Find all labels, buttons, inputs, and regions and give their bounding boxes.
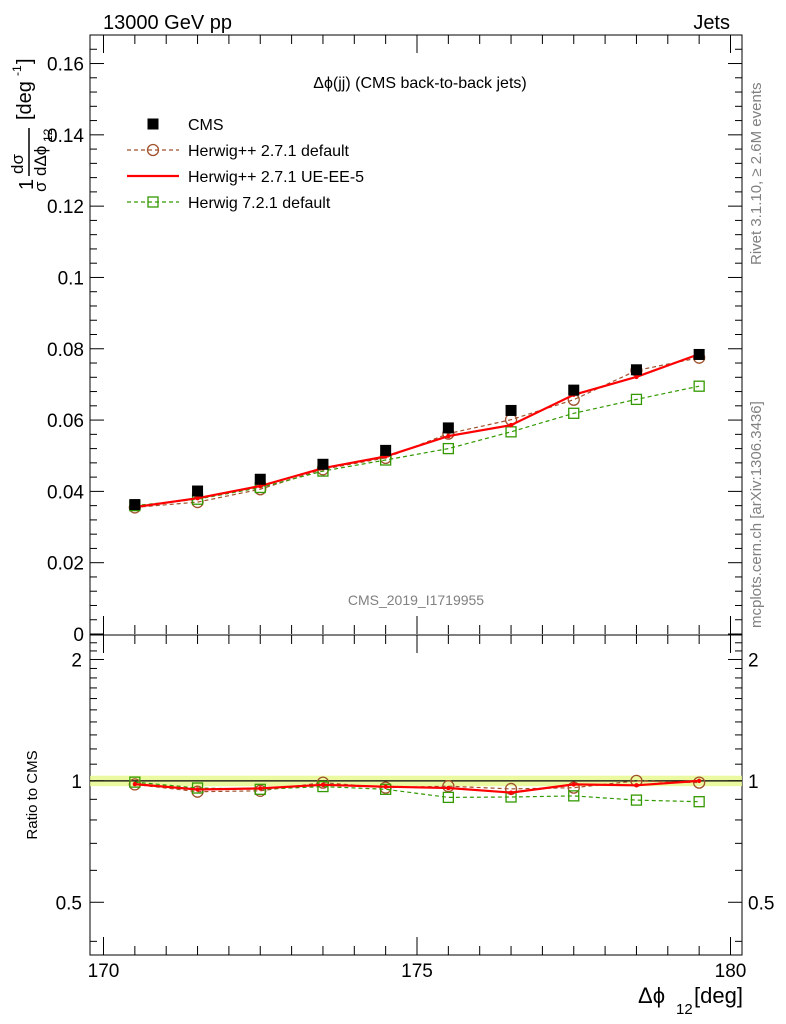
data-point — [693, 348, 705, 360]
data-point — [147, 118, 159, 130]
data-point — [132, 781, 138, 787]
data-point — [568, 384, 580, 396]
data-point — [383, 784, 388, 789]
data-point — [508, 422, 514, 428]
main-y-tick-label: 0.1 — [58, 268, 84, 289]
main-title: Δϕ(jj) (CMS back-to-back jets) — [313, 75, 526, 92]
data-point — [693, 380, 705, 392]
data-point — [693, 796, 705, 808]
ratio-y-tick-label: 1 — [71, 772, 82, 793]
ratio-y-tick-label-right: 1 — [748, 772, 759, 793]
data-point — [568, 790, 580, 802]
data-point — [379, 783, 392, 795]
data-point — [195, 787, 200, 792]
main-y-ticks: 0 0.02 0.04 0.06 0.08 0.1 0.12 0.14 0.16 — [47, 34, 742, 646]
ratio-axes: 0.5 0.5 1 1 2 2 170 175 180 — [56, 635, 774, 982]
data-point — [634, 783, 639, 788]
legend-label: Herwig++ 2.7.1 UE-EE-5 — [188, 169, 364, 186]
ratio-y-tick-label-right: 2 — [748, 650, 759, 671]
ratio-y-tick-label: 0.5 — [56, 893, 82, 914]
legend: CMS Herwig++ 2.7.1 default Herwig++ 2.7.1 … — [127, 117, 364, 212]
data-point — [630, 364, 642, 376]
header-right: Jets — [693, 12, 730, 34]
ratio-series-layer — [128, 774, 706, 808]
mcplots-label: mcplots.cern.ch [arXiv:1306.3436] — [748, 401, 765, 628]
data-point — [192, 485, 204, 497]
svg-text:[deg]: [deg] — [694, 983, 743, 1008]
legend-label: CMS — [188, 117, 224, 134]
data-point — [442, 442, 455, 455]
main-y-tick-label: 0.04 — [47, 482, 84, 503]
ratio-y-axis-label: Ratio to CMS — [24, 750, 41, 839]
data-point — [317, 780, 329, 793]
data-point — [146, 143, 160, 157]
svg-text:-1: -1 — [10, 65, 24, 76]
data-point — [317, 458, 329, 470]
data-point — [508, 790, 514, 795]
data-point — [129, 776, 141, 788]
main-y-tick-label: 0.14 — [47, 126, 84, 147]
main-y-tick-label: 0.12 — [47, 197, 84, 218]
analysis-watermark: CMS_2019_I1719955 — [348, 592, 484, 608]
svg-text:]: ] — [14, 58, 36, 64]
ratio-y-tick-label-right: 0.5 — [748, 893, 774, 914]
svg-text:[deg: [deg — [14, 81, 36, 120]
data-point — [380, 444, 392, 456]
main-y-tick-label: 0 — [73, 625, 84, 646]
series-line — [134, 779, 700, 794]
data-point — [195, 495, 200, 501]
svg-text:dσ: dσ — [8, 154, 27, 174]
data-point — [147, 196, 159, 208]
data-point — [129, 499, 141, 511]
data-point — [258, 786, 263, 791]
data-point — [630, 794, 643, 806]
series-line — [134, 385, 700, 507]
data-point — [505, 426, 517, 438]
main-y-tick-label: 0.02 — [47, 554, 84, 575]
data-point — [258, 483, 263, 489]
main-panel: Δϕ(jj) (CMS back-to-back jets) CMS_2019_… — [8, 34, 743, 646]
data-point — [442, 791, 455, 804]
svg-text:dΔϕ: dΔϕ — [31, 146, 50, 176]
data-point — [571, 782, 576, 787]
main-y-tick-label: 0.16 — [47, 55, 84, 76]
data-point — [442, 422, 454, 434]
data-point — [254, 473, 266, 485]
ratio-x-tick-label: 170 — [88, 961, 120, 982]
svg-text:1: 1 — [16, 179, 38, 190]
data-point — [505, 404, 517, 416]
x-axis-label: Δϕ 12 [deg] — [638, 983, 743, 1018]
main-y-tick-label: 0.08 — [47, 340, 84, 361]
ratio-x-tick-label: 180 — [715, 961, 747, 982]
legend-label: Herwig++ 2.7.1 default — [188, 143, 350, 160]
data-point — [567, 781, 580, 794]
data-point — [446, 433, 451, 439]
data-point — [568, 407, 580, 419]
data-point — [634, 374, 639, 380]
data-point — [696, 778, 702, 784]
ratio-x-tick-label: 175 — [401, 961, 433, 982]
main-y-tick-label: 0.06 — [47, 411, 84, 432]
legend-label: Herwig 7.2.1 default — [188, 195, 331, 212]
ratio-y-tick-label: 2 — [71, 650, 82, 671]
data-point — [320, 782, 326, 787]
ratio-panel-frame — [89, 634, 743, 956]
data-point — [446, 785, 451, 791]
data-point — [630, 393, 643, 406]
data-point — [693, 776, 706, 789]
rivet-label: Rivet 3.1.10, ≥ 2.6M events — [748, 83, 765, 266]
svg-text:Δϕ: Δϕ — [638, 983, 665, 1008]
svg-text:12: 12 — [676, 1001, 693, 1018]
data-point — [442, 780, 455, 793]
svg-text:12: 12 — [41, 128, 55, 142]
svg-text:σ: σ — [31, 181, 50, 192]
header-left: 13000 GeV pp — [103, 12, 232, 34]
series-line — [134, 357, 700, 508]
main-series-layer — [128, 348, 706, 514]
main-y-axis-label: 1 dσ σ dΔϕ 12 [deg -1 ] — [8, 58, 55, 192]
series-line — [134, 353, 700, 509]
